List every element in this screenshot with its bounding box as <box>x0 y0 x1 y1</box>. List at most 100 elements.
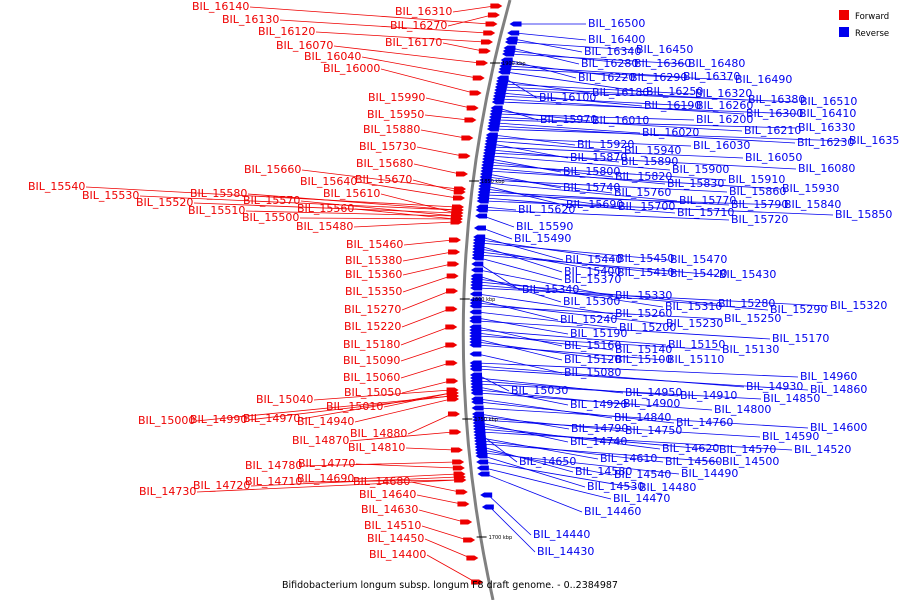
reverse-gene-connector <box>477 329 667 346</box>
reverse-gene-connector <box>477 338 563 361</box>
forward-gene-label: BIL_15540 <box>28 180 85 193</box>
reverse-gene-label: BIL_14460 <box>584 505 641 518</box>
forward-gene-connector <box>85 186 457 208</box>
forward-gene-feature <box>447 261 460 267</box>
reverse-gene-label: BIL_14910 <box>680 389 737 402</box>
scale-tick-label: 1800 kbp <box>472 297 496 303</box>
reverse-gene-connector <box>499 101 798 115</box>
reverse-gene-label: BIL_16500 <box>588 17 645 30</box>
reverse-gene-label: BIL_16370 <box>683 70 740 83</box>
reverse-gene-label: BIL_16210 <box>744 124 801 137</box>
forward-gene-connector <box>407 413 453 435</box>
reverse-gene-connector <box>477 332 614 351</box>
forward-gene-label: BIL_14690 <box>297 472 354 485</box>
forward-gene-label: BIL_15500 <box>242 211 299 224</box>
forward-gene-feature <box>453 195 466 201</box>
reverse-gene-feature <box>476 198 489 204</box>
forward-gene-label: BIL_14810 <box>348 441 405 454</box>
reverse-gene-label: BIL_14750 <box>625 424 682 437</box>
forward-gene-connector <box>333 45 481 64</box>
forward-gene-feature <box>452 459 465 465</box>
forward-gene-connector <box>354 398 452 423</box>
forward-gene-feature <box>450 219 463 225</box>
reverse-gene-label: BIL_15240 <box>560 313 617 326</box>
reverse-gene-label: BIL_14560 <box>665 455 722 468</box>
reverse-gene-label: BIL_15310 <box>665 300 722 313</box>
forward-gene-connector <box>401 290 451 311</box>
reverse-gene-label: BIL_16480 <box>688 57 745 70</box>
forward-gene-feature <box>445 360 458 366</box>
forward-gene-connector <box>313 389 451 401</box>
reverse-gene-connector <box>490 158 562 173</box>
reverse-gene-feature <box>476 465 489 471</box>
reverse-gene-feature <box>486 126 499 132</box>
reverse-gene-label: BIL_15470 <box>670 253 727 266</box>
reverse-gene-connector <box>479 263 521 291</box>
reverse-gene-label: BIL_16380 <box>748 93 805 106</box>
forward-gene-feature <box>446 378 459 384</box>
reverse-gene-feature <box>471 399 484 405</box>
reverse-gene-label: BIL_16400 <box>588 33 645 46</box>
forward-gene-feature <box>453 189 466 195</box>
forward-gene-label: BIL_15990 <box>368 91 425 104</box>
reverse-gene-label: BIL_14740 <box>570 435 627 448</box>
reverse-gene-label: BIL_15860 <box>729 185 786 198</box>
forward-gene-label: BIL_15050 <box>344 386 401 399</box>
reverse-gene-connector <box>477 320 771 340</box>
forward-gene-connector <box>354 208 455 220</box>
reverse-gene-connector <box>477 299 559 321</box>
reverse-gene-feature <box>471 261 484 267</box>
reverse-gene-label: BIL_14440 <box>533 528 590 541</box>
forward-gene-feature <box>485 21 498 27</box>
reverse-gene-connector <box>486 185 565 206</box>
forward-gene-feature <box>445 306 458 312</box>
forward-gene-label: BIL_16270 <box>390 19 447 32</box>
forward-gene-label: BIL_14770 <box>298 457 355 470</box>
forward-gene-label: BIL_14720 <box>193 479 250 492</box>
reverse-gene-label: BIL_14490 <box>681 467 738 480</box>
reverse-gene-label: BIL_15920 <box>577 138 634 151</box>
forward-gene-connector <box>424 114 469 121</box>
reverse-gene-connector <box>489 161 614 178</box>
forward-gene-connector <box>353 221 455 228</box>
forward-gene-feature <box>460 519 473 525</box>
reverse-gene-connector <box>482 215 515 228</box>
reverse-gene-label: BIL_15410 <box>617 266 674 279</box>
reverse-gene-label: BIL_14430 <box>537 545 594 558</box>
forward-gene-label: BIL_15510 <box>188 204 245 217</box>
forward-gene-label: BIL_15520 <box>136 196 193 209</box>
reverse-gene-connector <box>483 455 586 488</box>
forward-gene-connector <box>247 193 456 211</box>
reverse-gene-label: BIL_16290 <box>630 71 687 84</box>
reverse-gene-label: BIL_15250 <box>724 312 781 325</box>
reverse-gene-feature <box>475 207 488 213</box>
reverse-gene-connector <box>483 452 680 475</box>
reverse-gene-label: BIL_15710 <box>677 206 734 219</box>
forward-gene-label: BIL_14880 <box>350 427 407 440</box>
reverse-gene-feature <box>502 51 515 57</box>
reverse-gene-feature <box>469 318 482 324</box>
reverse-gene-label: BIL_14900 <box>623 397 680 410</box>
forward-gene-connector <box>418 509 465 523</box>
forward-gene-connector <box>247 395 451 421</box>
reverse-gene-label: BIL_15720 <box>731 213 788 226</box>
reverse-gene-label: BIL_15200 <box>619 321 676 334</box>
reverse-gene-connector <box>483 206 517 211</box>
reverse-gene-label: BIL_15100 <box>615 353 672 366</box>
reverse-gene-connector <box>481 431 793 451</box>
reverse-gene-label: BIL_16010 <box>592 114 649 127</box>
reverse-gene-feature <box>480 492 493 498</box>
forward-gene-label: BIL_14400 <box>369 548 426 561</box>
reverse-gene-label: BIL_15590 <box>516 220 573 233</box>
reverse-gene-connector <box>484 467 612 500</box>
reverse-gene-connector <box>491 146 744 159</box>
reverse-gene-label: BIL_14600 <box>810 421 867 434</box>
forward-gene-feature <box>452 465 465 471</box>
reverse-gene-feature <box>469 342 482 348</box>
reverse-gene-connector <box>488 170 781 190</box>
reverse-gene-feature <box>469 303 482 309</box>
forward-gene-label: BIL_14990 <box>190 413 247 426</box>
reverse-gene-label: BIL_15930 <box>782 182 839 195</box>
reverse-gene-connector <box>477 305 723 320</box>
